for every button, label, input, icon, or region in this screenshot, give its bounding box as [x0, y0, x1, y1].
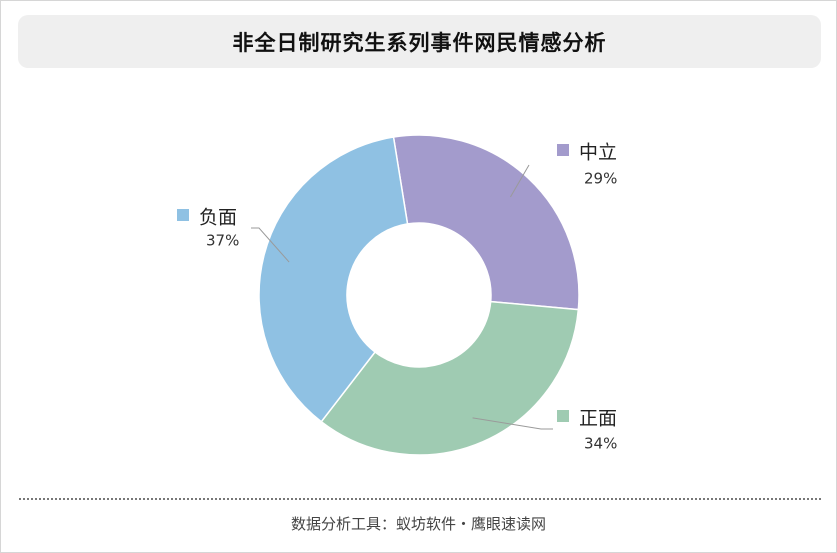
footer-source: 数据分析工具：蚁坊软件・鹰眼速读网 [290, 515, 546, 533]
donut-slice-2 [258, 136, 409, 423]
slice-label-2: 负面 [199, 207, 237, 229]
slice-percent-1: 34% [584, 435, 617, 453]
slice-percent-2: 37% [206, 232, 239, 250]
title-bar: 非全日制研究生系列事件网民情感分析 [18, 15, 821, 68]
leader-line-1 [472, 417, 553, 430]
donut-chart: 中立 29% 正面 34% 负面 37% [177, 134, 617, 456]
slice-percent-0: 29% [584, 170, 617, 188]
slice-label-1: 正面 [579, 408, 617, 430]
legend-swatch-1 [557, 410, 569, 422]
slice-label-0: 中立 [579, 142, 617, 164]
footer-divider [19, 498, 821, 500]
chart-title: 非全日制研究生系列事件网民情感分析 [232, 30, 607, 55]
donut-slice-1 [320, 300, 580, 456]
legend-swatch-0 [557, 144, 569, 156]
leader-line-0 [510, 164, 530, 198]
leader-line-2 [251, 227, 290, 263]
donut-slice-0 [392, 134, 580, 311]
legend-swatch-2 [177, 209, 189, 221]
